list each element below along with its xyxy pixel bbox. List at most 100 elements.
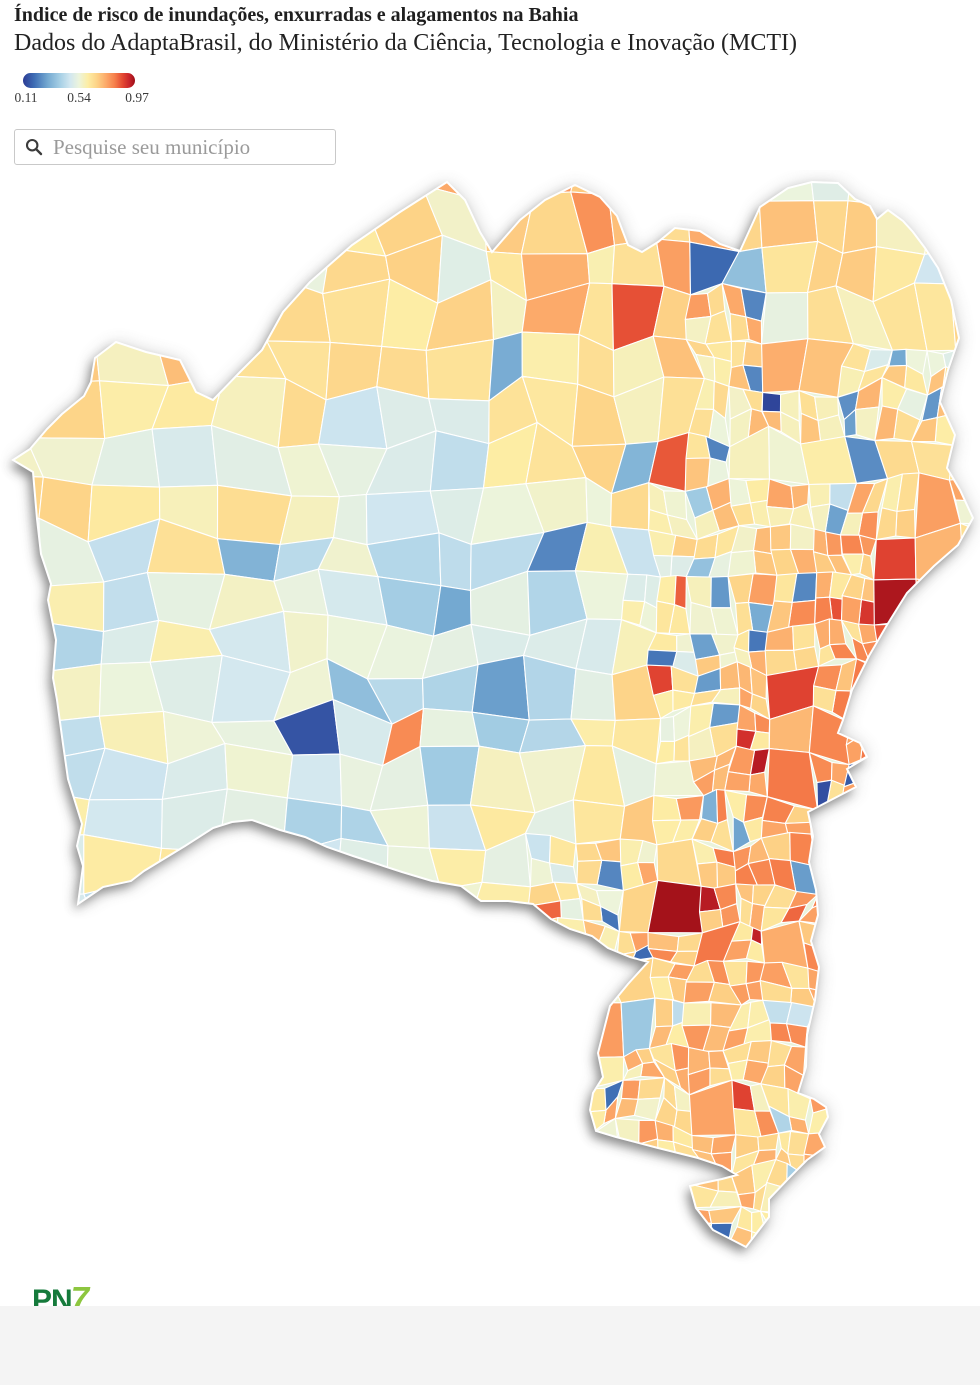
municipality-shape[interactable] <box>968 456 980 486</box>
municipality-shape[interactable] <box>425 1239 489 1271</box>
municipality-shape[interactable] <box>861 989 893 1016</box>
municipality-shape[interactable] <box>758 170 815 202</box>
municipality-shape[interactable] <box>275 1043 336 1090</box>
municipality-shape[interactable] <box>810 833 830 868</box>
municipality-shape[interactable] <box>854 406 880 441</box>
municipality-shape[interactable] <box>911 660 937 691</box>
municipality-shape[interactable] <box>620 599 646 626</box>
municipality-shape[interactable] <box>151 424 219 488</box>
municipality-shape[interactable] <box>739 686 753 709</box>
municipality-shape[interactable] <box>538 1117 566 1154</box>
municipality-shape[interactable] <box>570 170 624 196</box>
municipality-shape[interactable] <box>952 775 980 802</box>
municipality-shape[interactable] <box>927 1100 948 1125</box>
municipality-shape[interactable] <box>908 1123 929 1151</box>
municipality-shape[interactable] <box>823 858 844 891</box>
municipality-shape[interactable] <box>548 862 578 886</box>
municipality-shape[interactable] <box>729 313 750 342</box>
municipality-shape[interactable] <box>155 1196 217 1253</box>
municipality-shape[interactable] <box>522 1028 561 1056</box>
municipality-shape[interactable] <box>953 170 980 206</box>
municipality-shape[interactable] <box>207 1196 291 1246</box>
municipality-shape[interactable] <box>760 906 790 932</box>
municipality-shape[interactable] <box>975 530 980 557</box>
municipality-shape[interactable] <box>940 1139 961 1170</box>
municipality-shape[interactable] <box>959 522 977 558</box>
municipality-shape[interactable] <box>955 1203 980 1245</box>
municipality-shape[interactable] <box>953 685 980 705</box>
municipality-shape[interactable] <box>888 1104 913 1128</box>
municipality-shape[interactable] <box>942 703 967 736</box>
municipality-shape[interactable] <box>802 1242 828 1264</box>
municipality-shape[interactable] <box>82 1048 160 1097</box>
municipality-shape[interactable] <box>529 1167 560 1198</box>
municipality-shape[interactable] <box>722 939 752 962</box>
municipality-shape[interactable] <box>838 1125 896 1178</box>
municipality-shape[interactable] <box>86 1160 162 1205</box>
municipality-shape[interactable] <box>558 1192 590 1219</box>
municipality-shape[interactable] <box>872 791 921 848</box>
municipality-shape[interactable] <box>916 846 942 873</box>
municipality-shape[interactable] <box>941 988 962 1014</box>
municipality-shape[interactable] <box>0 1198 42 1255</box>
municipality-shape[interactable] <box>934 1046 963 1066</box>
municipality-shape[interactable] <box>205 249 288 292</box>
municipality-shape[interactable] <box>611 238 665 287</box>
municipality-shape[interactable] <box>880 658 900 690</box>
municipality-shape[interactable] <box>825 973 846 1000</box>
municipality-shape[interactable] <box>880 1081 903 1109</box>
municipality-shape[interactable] <box>825 808 841 821</box>
municipality-shape[interactable] <box>687 1067 711 1096</box>
municipality-shape[interactable] <box>879 1217 903 1246</box>
municipality-shape[interactable] <box>824 901 856 928</box>
municipality-shape[interactable] <box>894 747 920 777</box>
municipality-shape[interactable] <box>614 1097 639 1119</box>
municipality-shape[interactable] <box>861 1217 888 1242</box>
municipality-shape[interactable] <box>629 1206 657 1231</box>
municipality-shape[interactable] <box>860 1184 876 1199</box>
municipality-shape[interactable] <box>596 1186 620 1206</box>
municipality-shape[interactable] <box>787 1216 814 1234</box>
municipality-shape[interactable] <box>0 1173 35 1217</box>
municipality-shape[interactable] <box>977 977 980 1007</box>
municipality-shape[interactable] <box>214 1159 291 1210</box>
municipality-shape[interactable] <box>875 170 934 205</box>
municipality-shape[interactable] <box>896 774 921 808</box>
municipality-search-box[interactable] <box>14 129 336 165</box>
municipality-shape[interactable] <box>843 1048 874 1071</box>
municipality-shape[interactable] <box>761 391 782 413</box>
municipality-shape[interactable] <box>730 502 756 527</box>
municipality-shape[interactable] <box>268 192 331 251</box>
municipality-shape[interactable] <box>727 1059 748 1081</box>
municipality-shape[interactable] <box>917 864 941 894</box>
municipality-shape[interactable] <box>872 922 916 978</box>
municipality-shape[interactable] <box>939 817 968 843</box>
municipality-shape[interactable] <box>847 1197 867 1229</box>
municipality-shape[interactable] <box>668 1225 687 1246</box>
municipality-shape[interactable] <box>920 688 953 712</box>
municipality-shape[interactable] <box>596 1223 617 1249</box>
municipality-shape[interactable] <box>940 1118 970 1149</box>
municipality-shape[interactable] <box>838 1173 864 1189</box>
municipality-shape[interactable] <box>910 417 938 443</box>
municipality-shape[interactable] <box>607 194 657 246</box>
municipality-shape[interactable] <box>326 1117 378 1165</box>
municipality-shape[interactable] <box>895 910 918 935</box>
municipality-shape[interactable] <box>35 1047 86 1085</box>
municipality-shape[interactable] <box>873 578 920 626</box>
municipality-shape[interactable] <box>0 878 43 935</box>
municipality-shape[interactable] <box>270 1124 342 1178</box>
municipality-shape[interactable] <box>803 1264 826 1271</box>
municipality-shape[interactable] <box>919 1063 944 1080</box>
municipality-shape[interactable] <box>876 1168 905 1193</box>
municipality-shape[interactable] <box>424 1001 486 1057</box>
municipality-shape[interactable] <box>915 170 957 206</box>
municipality-shape[interactable] <box>649 1224 677 1247</box>
municipality-shape[interactable] <box>874 702 904 729</box>
municipality-shape[interactable] <box>557 1149 591 1173</box>
municipality-shape[interactable] <box>872 842 903 867</box>
municipality-shape[interactable] <box>556 946 592 975</box>
municipality-shape[interactable] <box>939 839 968 867</box>
municipality-shape[interactable] <box>808 1072 832 1100</box>
municipality-shape[interactable] <box>949 242 980 295</box>
